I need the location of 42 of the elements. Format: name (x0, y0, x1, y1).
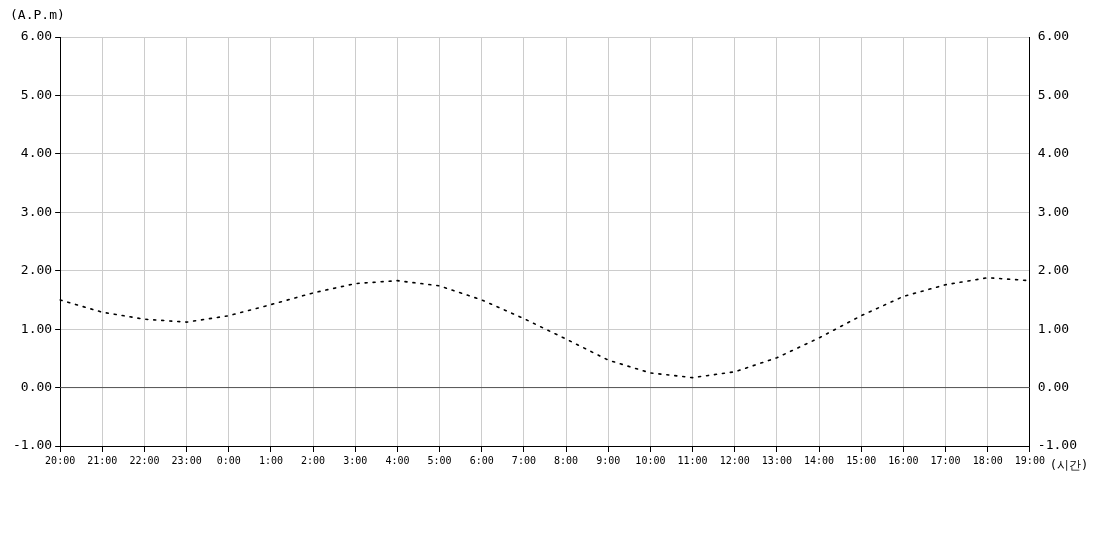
x-tick-label: 18:00 (972, 454, 1003, 466)
x-tick-label: 9:00 (596, 454, 621, 466)
x-tick-label: 22:00 (129, 454, 160, 466)
x-tick-label: 10:00 (635, 454, 666, 466)
x-tick-label: 8:00 (554, 454, 579, 466)
x-tick-label: 7:00 (511, 454, 536, 466)
x-tick-label: 23:00 (171, 454, 202, 466)
x-tick-label: 15:00 (846, 454, 877, 466)
y-tick-label: -1.00 (12, 437, 53, 453)
y2-tick-label: -1.00 (1037, 437, 1078, 453)
x-tick-label: 17:00 (930, 454, 961, 466)
y-tick-label: 3.00 (20, 203, 53, 219)
x-tick-label: 11:00 (677, 454, 708, 466)
x-axis-title: (시간) (1049, 458, 1089, 473)
x-tick-label: 6:00 (469, 454, 494, 466)
y2-tick-label: 5.00 (1037, 86, 1070, 102)
y2-tick-label: 0.00 (1037, 378, 1070, 394)
y2-tick-label: 6.00 (1037, 28, 1070, 44)
y-tick-label: 1.00 (20, 320, 53, 336)
y-tick-label: 0.00 (20, 378, 53, 394)
y2-tick-label: 4.00 (1037, 145, 1070, 161)
x-tick-label: 5:00 (427, 454, 452, 466)
x-tick-label: 3:00 (343, 454, 368, 466)
y2-tick-label: 1.00 (1037, 320, 1070, 336)
y-tick-label: 6.00 (20, 28, 53, 44)
x-tick-label: 19:00 (1014, 454, 1045, 466)
x-tick-label: 13:00 (761, 454, 792, 466)
x-tick-label: 21:00 (87, 454, 118, 466)
x-tick-label: 20:00 (45, 454, 76, 466)
y-tick-label: 4.00 (20, 145, 53, 161)
y-tick-label: 5.00 (20, 86, 53, 102)
x-tick-label: 2:00 (301, 454, 326, 466)
x-tick-label: 4:00 (385, 454, 410, 466)
y-axis-title: (A.P.m) (10, 6, 65, 22)
x-tick-label: 1:00 (258, 454, 283, 466)
x-tick-label: 14:00 (804, 454, 835, 466)
y2-tick-label: 3.00 (1037, 203, 1070, 219)
x-tick-label: 0:00 (216, 454, 241, 466)
x-tick-label: 12:00 (719, 454, 750, 466)
y2-tick-label: 2.00 (1037, 262, 1070, 278)
y-tick-label: 2.00 (20, 262, 53, 278)
x-tick-label: 16:00 (888, 454, 919, 466)
